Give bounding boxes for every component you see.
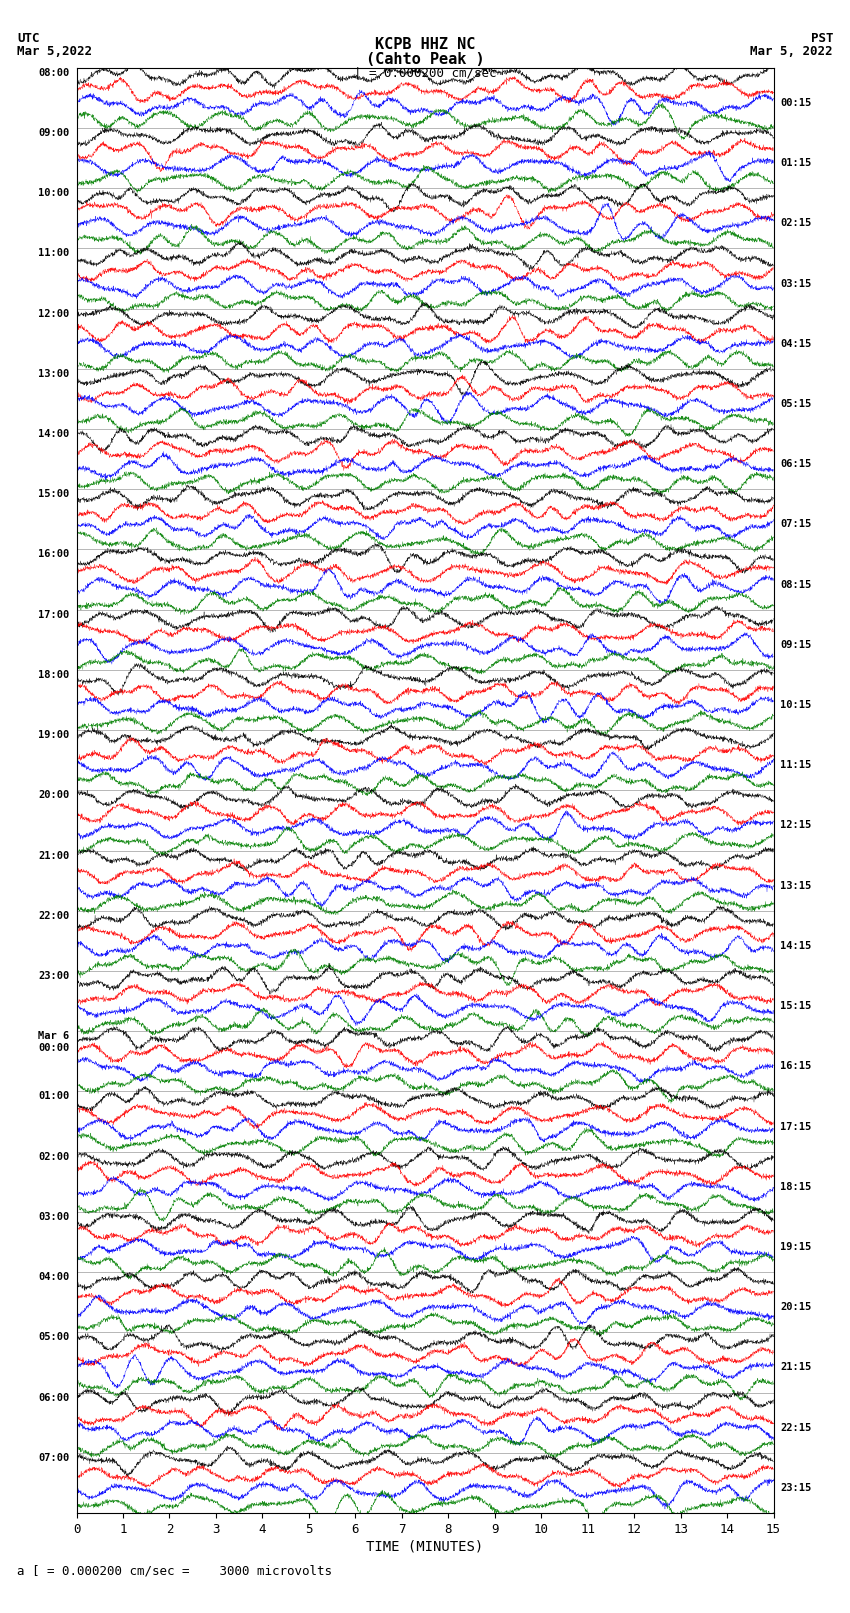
Text: 11:00: 11:00	[38, 248, 70, 258]
Text: 22:15: 22:15	[780, 1423, 812, 1432]
Text: 15:15: 15:15	[780, 1002, 812, 1011]
Text: 23:15: 23:15	[780, 1482, 812, 1494]
Text: 16:00: 16:00	[38, 550, 70, 560]
Text: 04:15: 04:15	[780, 339, 812, 348]
Text: 09:15: 09:15	[780, 640, 812, 650]
Text: 13:15: 13:15	[780, 881, 812, 890]
Text: 03:15: 03:15	[780, 279, 812, 289]
Text: UTC: UTC	[17, 32, 39, 45]
Text: 23:00: 23:00	[38, 971, 70, 981]
Text: 07:15: 07:15	[780, 519, 812, 529]
Text: 02:00: 02:00	[38, 1152, 70, 1161]
Text: Mar 5,2022: Mar 5,2022	[17, 45, 92, 58]
Text: (Cahto Peak ): (Cahto Peak )	[366, 52, 484, 66]
Text: 13:00: 13:00	[38, 369, 70, 379]
Text: 20:00: 20:00	[38, 790, 70, 800]
Text: 06:15: 06:15	[780, 460, 812, 469]
Text: | = 0.000200 cm/sec: | = 0.000200 cm/sec	[354, 66, 496, 79]
Text: 19:15: 19:15	[780, 1242, 812, 1252]
Text: KCPB HHZ NC: KCPB HHZ NC	[375, 37, 475, 52]
Text: Mar 5, 2022: Mar 5, 2022	[751, 45, 833, 58]
Text: 05:15: 05:15	[780, 398, 812, 410]
Text: 09:00: 09:00	[38, 127, 70, 139]
Text: 01:00: 01:00	[38, 1092, 70, 1102]
Text: 05:00: 05:00	[38, 1332, 70, 1342]
Text: 12:00: 12:00	[38, 308, 70, 319]
Text: 07:00: 07:00	[38, 1453, 70, 1463]
Text: 19:00: 19:00	[38, 731, 70, 740]
Text: 00:15: 00:15	[780, 98, 812, 108]
Text: 15:00: 15:00	[38, 489, 70, 500]
X-axis label: TIME (MINUTES): TIME (MINUTES)	[366, 1540, 484, 1553]
Text: 10:00: 10:00	[38, 189, 70, 198]
Text: 08:00: 08:00	[38, 68, 70, 77]
Text: 22:00: 22:00	[38, 911, 70, 921]
Text: 06:00: 06:00	[38, 1392, 70, 1403]
Text: 08:15: 08:15	[780, 579, 812, 590]
Text: 12:15: 12:15	[780, 821, 812, 831]
Text: 10:15: 10:15	[780, 700, 812, 710]
Text: 14:15: 14:15	[780, 940, 812, 952]
Text: 17:15: 17:15	[780, 1121, 812, 1132]
Text: 16:15: 16:15	[780, 1061, 812, 1071]
Text: 20:15: 20:15	[780, 1302, 812, 1313]
Text: 04:00: 04:00	[38, 1273, 70, 1282]
Text: 18:15: 18:15	[780, 1182, 812, 1192]
Text: Mar 6
00:00: Mar 6 00:00	[38, 1031, 70, 1053]
Text: 11:15: 11:15	[780, 760, 812, 771]
Text: 21:00: 21:00	[38, 850, 70, 861]
Text: 17:00: 17:00	[38, 610, 70, 619]
Text: 18:00: 18:00	[38, 669, 70, 681]
Text: 21:15: 21:15	[780, 1363, 812, 1373]
Text: 01:15: 01:15	[780, 158, 812, 168]
Text: 14:00: 14:00	[38, 429, 70, 439]
Text: a [ = 0.000200 cm/sec =    3000 microvolts: a [ = 0.000200 cm/sec = 3000 microvolts	[17, 1565, 332, 1578]
Text: 02:15: 02:15	[780, 218, 812, 229]
Text: 03:00: 03:00	[38, 1211, 70, 1223]
Text: PST: PST	[811, 32, 833, 45]
